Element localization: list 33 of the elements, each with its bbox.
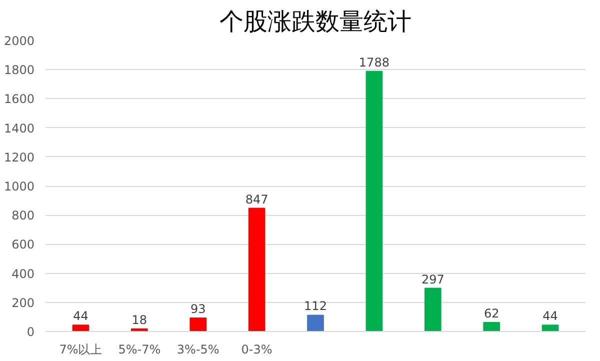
data-label: 44 <box>542 309 558 324</box>
bar <box>542 324 559 332</box>
y-tick-label: 200 <box>12 296 34 310</box>
x-tick-label: 5%-7% <box>118 342 161 356</box>
y-tick-label: 1600 <box>4 92 35 106</box>
bar <box>72 324 90 332</box>
bar <box>307 314 324 332</box>
y-tick-label: 1200 <box>4 150 35 164</box>
data-label: 847 <box>245 192 268 206</box>
y-tick-label: 600 <box>12 238 34 252</box>
y-tick-label: 400 <box>12 266 34 281</box>
data-label: 44 <box>73 309 88 324</box>
data-label: 93 <box>190 302 206 316</box>
data-label: 297 <box>421 272 444 286</box>
y-tick-label: 1400 <box>4 121 35 136</box>
data-label: 112 <box>304 299 327 314</box>
x-tick-label: 7%以上 <box>59 342 102 356</box>
chart-title: 个股涨跌数量统计 <box>220 8 412 36</box>
bar <box>483 322 500 332</box>
y-tick-label: 0 <box>26 325 35 339</box>
bar <box>248 208 266 332</box>
bar <box>190 317 207 332</box>
data-label: 62 <box>484 306 500 320</box>
data-label: 18 <box>132 312 148 327</box>
bar <box>424 288 442 332</box>
y-tick-label: 2000 <box>4 34 35 48</box>
y-tick-label: 1000 <box>4 180 35 194</box>
data-label: 1788 <box>358 55 390 70</box>
x-tick-label: 3%-5% <box>176 342 220 356</box>
y-tick-label: 1800 <box>4 63 35 78</box>
y-tick-label: 800 <box>12 208 34 223</box>
bar <box>366 70 383 332</box>
x-tick-label: 0-3% <box>241 342 272 356</box>
